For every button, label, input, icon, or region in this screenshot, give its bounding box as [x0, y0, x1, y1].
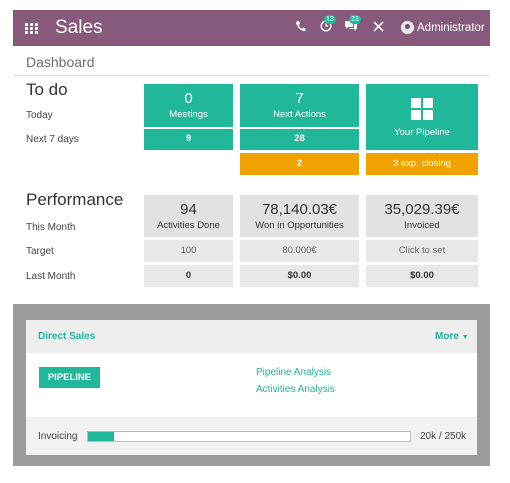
expected-closing[interactable]: 3 exp. closing — [366, 153, 478, 175]
top-navbar: Sales 13 23 Administrator — [13, 10, 490, 46]
breadcrumb-divider — [13, 75, 490, 76]
user-menu[interactable]: Administrator — [417, 22, 485, 34]
activities-target[interactable]: 100 — [144, 240, 233, 262]
activity-count-badge: 13 — [324, 15, 336, 24]
user-avatar[interactable] — [401, 21, 414, 34]
your-pipeline-tile[interactable]: Your Pipeline — [366, 84, 478, 150]
activities-done-tile[interactable]: 94 Activities Done — [144, 195, 233, 237]
activities-last-month: 0 — [144, 265, 233, 287]
won-last-month: $0.00 — [240, 265, 359, 287]
meetings-next-7-days[interactable]: 9 — [144, 129, 233, 150]
today-label: Today — [26, 110, 53, 121]
activities-analysis-link[interactable]: Activities Analysis — [256, 384, 335, 395]
apps-menu-icon[interactable] — [25, 23, 39, 34]
next-actions-label: Next Actions — [273, 109, 326, 120]
invoicing-value[interactable]: 20k / 250k — [420, 431, 467, 442]
won-opportunities-tile[interactable]: 78,140.03€ Won in Opportunities — [240, 195, 359, 237]
won-opportunities-value: 78,140.03€ — [261, 201, 338, 218]
meetings-tile[interactable]: 0 Meetings — [144, 84, 233, 127]
pipeline-grid-icon — [411, 98, 433, 120]
phone-icon[interactable] — [295, 20, 306, 36]
todo-title: To do — [26, 80, 68, 99]
invoiced-value: 35,029.39€ — [384, 201, 460, 218]
meetings-label: Meetings — [169, 109, 208, 120]
pipeline-analysis-link[interactable]: Pipeline Analysis — [256, 367, 332, 378]
caret-down-icon: ▼ — [461, 334, 469, 341]
message-count-badge: 23 — [349, 15, 361, 24]
your-pipeline-label: Your Pipeline — [394, 127, 450, 138]
performance-title: Performance — [26, 190, 124, 209]
next-actions-next-7-days[interactable]: 28 — [240, 129, 359, 150]
pipeline-button[interactable]: PIPELINE — [39, 367, 100, 388]
meetings-count: 0 — [184, 90, 193, 107]
invoicing-progress-bar[interactable] — [87, 431, 411, 442]
activities-done-value: 94 — [180, 201, 197, 218]
invoiced-tile[interactable]: 35,029.39€ Invoiced — [366, 195, 478, 237]
app-title: Sales — [55, 17, 103, 38]
this-month-label: This Month — [26, 222, 76, 233]
next-actions-tile[interactable]: 7 Next Actions — [240, 84, 359, 127]
activities-done-label: Activities Done — [157, 220, 220, 231]
invoiced-last-month: $0.00 — [366, 265, 478, 287]
invoiced-label: Invoiced — [404, 220, 440, 231]
won-target[interactable]: 80.000€ — [240, 240, 359, 262]
breadcrumb: Dashboard — [26, 54, 95, 70]
last-month-label: Last Month — [26, 271, 76, 282]
invoiced-target-click-to-set[interactable]: Click to set — [366, 240, 478, 262]
target-label: Target — [26, 246, 54, 257]
invoicing-label: Invoicing — [38, 431, 78, 442]
sales-team-header — [26, 320, 477, 353]
next-7-days-label: Next 7 days — [26, 134, 79, 145]
next-actions-count: 7 — [295, 90, 304, 107]
won-opportunities-label: Won in Opportunities — [255, 220, 344, 231]
sales-team-name[interactable]: Direct Sales — [38, 331, 96, 342]
next-actions-overdue[interactable]: 2 — [240, 153, 359, 175]
invoicing-progress-fill — [88, 432, 114, 441]
debug-tools-icon[interactable] — [373, 20, 384, 36]
more-label: More — [435, 331, 459, 342]
more-dropdown[interactable]: More ▼ — [435, 331, 469, 342]
